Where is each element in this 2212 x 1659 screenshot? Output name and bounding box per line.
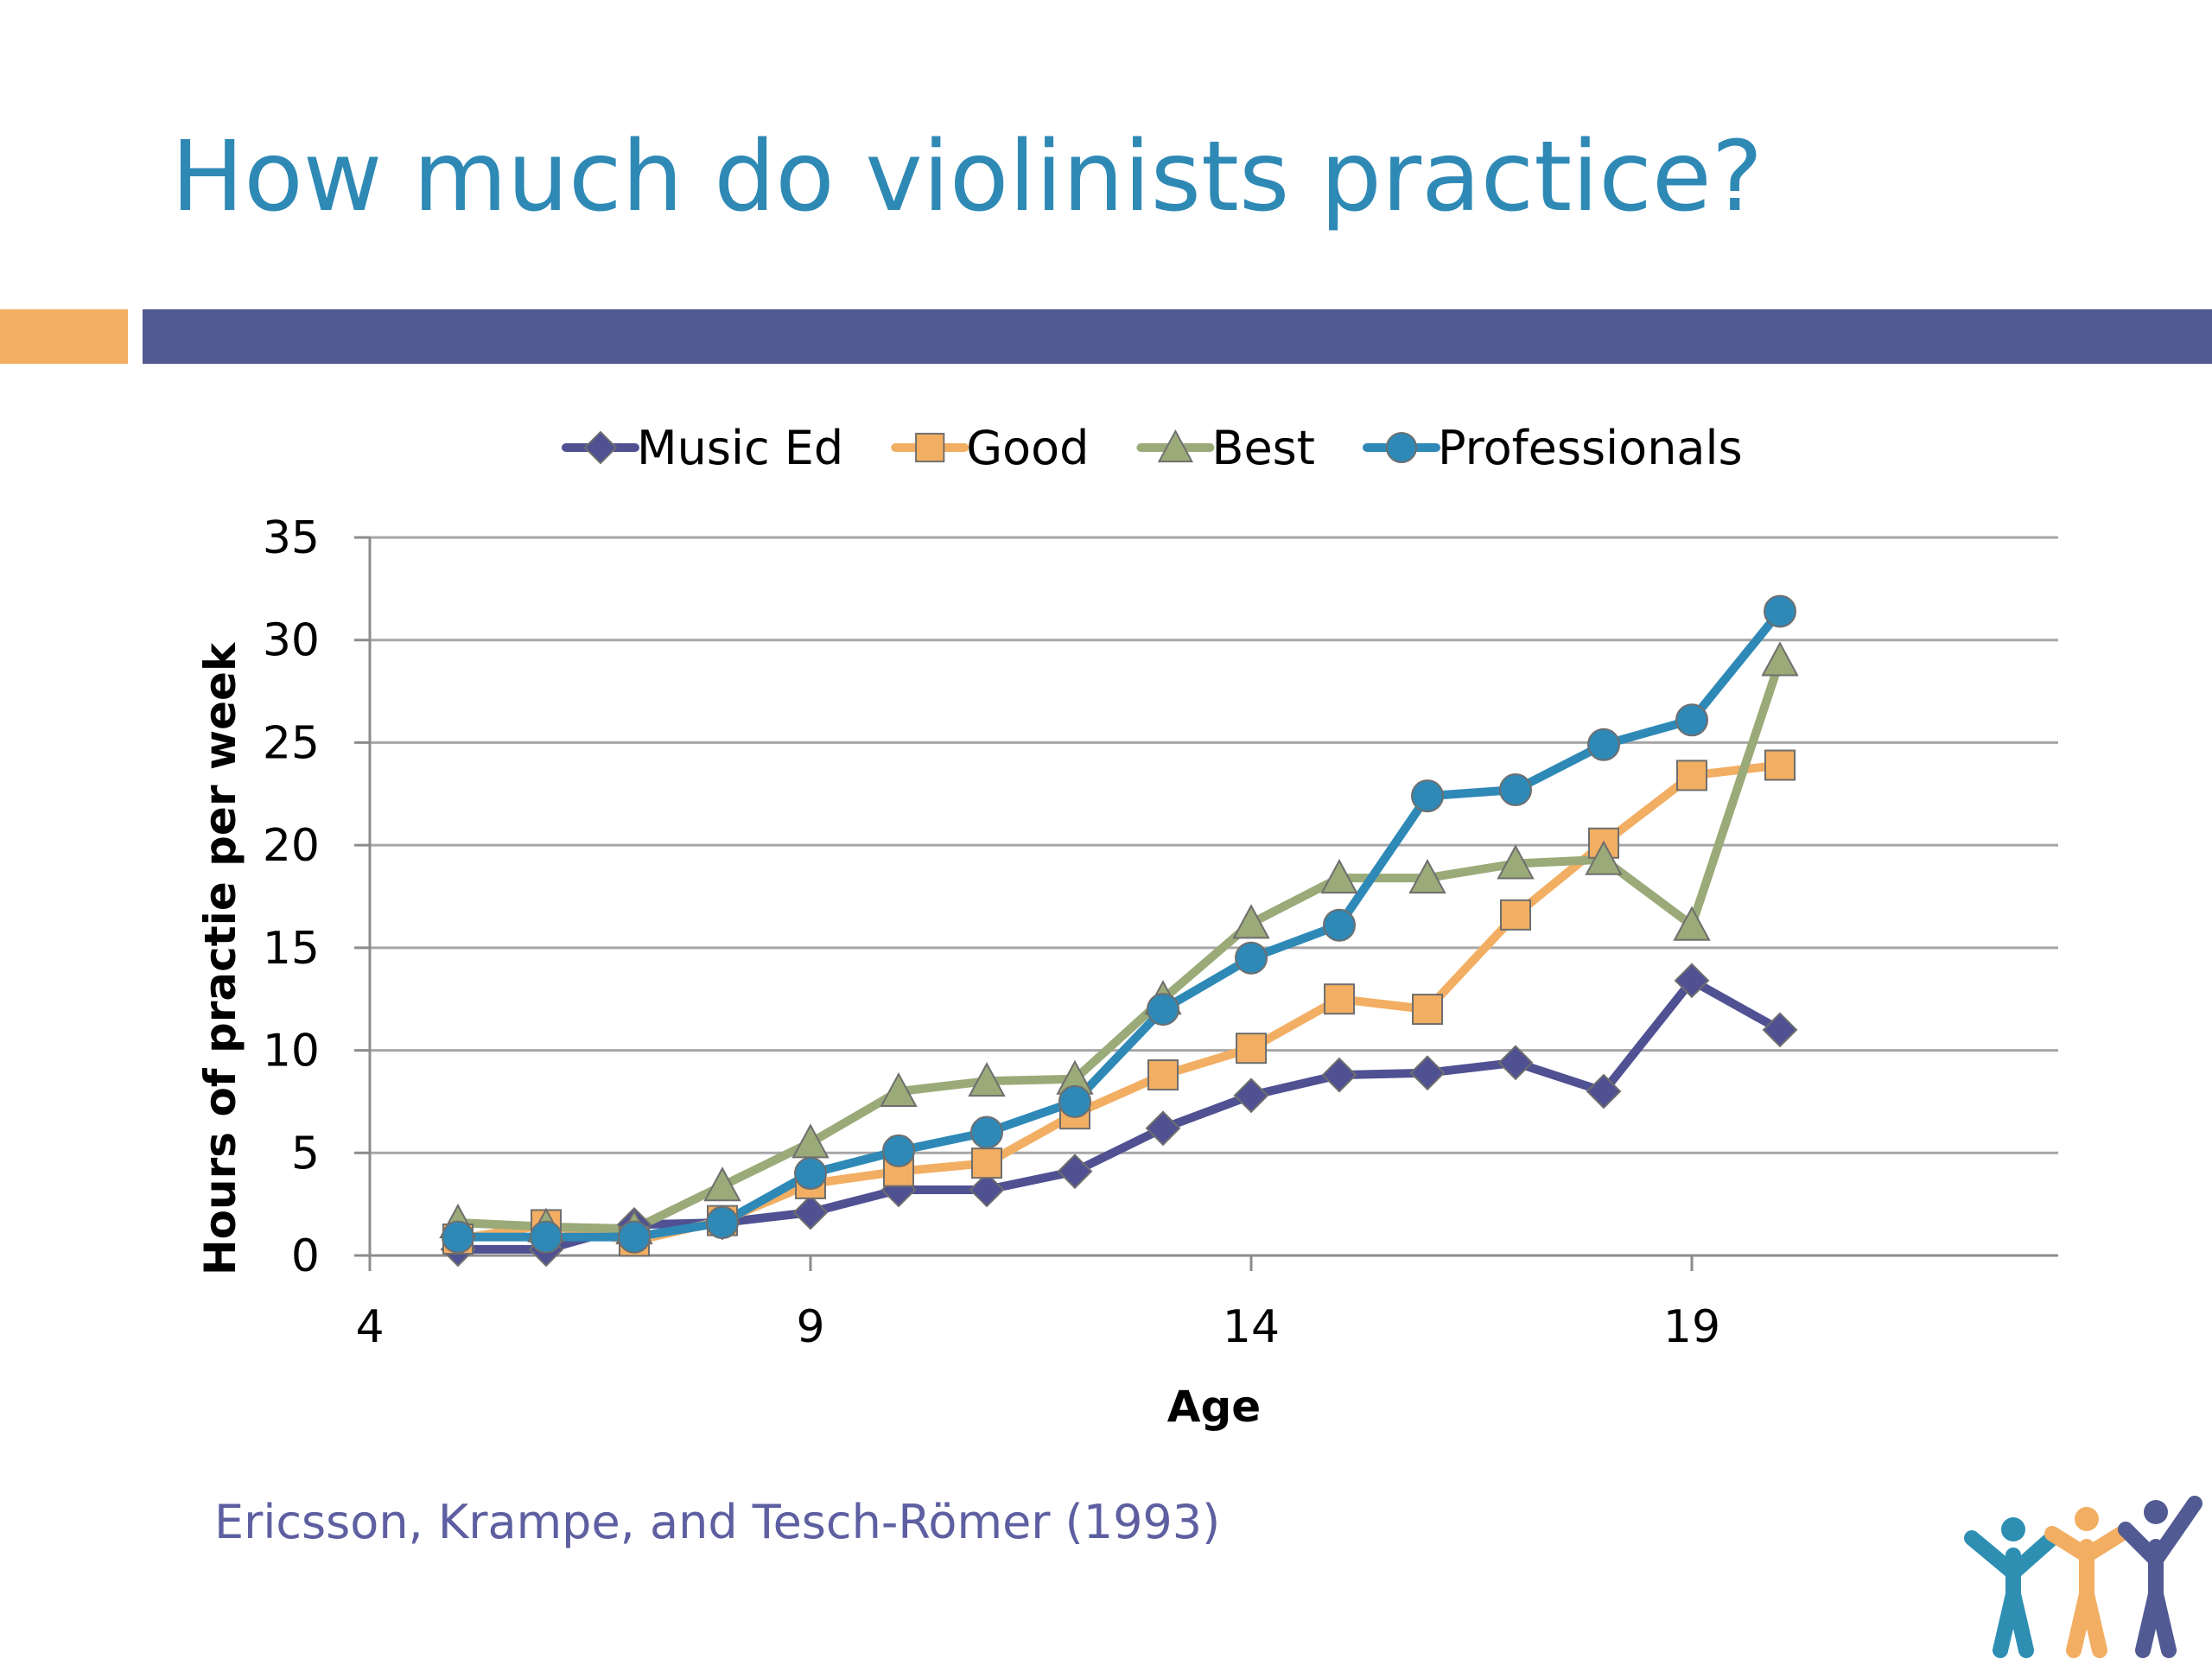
- marker-best-11: [968, 1062, 1006, 1097]
- marker-music-ed-13: [1145, 1110, 1181, 1147]
- marker-music-ed-15: [1321, 1057, 1357, 1093]
- marker-professionals-6: [530, 1220, 563, 1254]
- marker-music-ed-9: [792, 1194, 829, 1230]
- y-tick-label-20: 20: [263, 820, 320, 872]
- slide-title: How much do violinists practice?: [171, 121, 1764, 233]
- marker-good-15: [1324, 983, 1355, 1015]
- marker-music-ed-18: [1586, 1073, 1622, 1109]
- chart-gridlines: [370, 536, 2058, 1257]
- chart-markers: [439, 594, 1799, 1268]
- marker-best-16: [1408, 859, 1446, 894]
- marker-professionals-20: [1764, 594, 1796, 628]
- line-chart: 0 5 10 15 20 25 30 35 4 9 14 19 Music Ed Good Best Pro…: [195, 421, 2058, 1432]
- marker-good-11: [971, 1147, 1002, 1179]
- marker-best-10: [880, 1071, 918, 1108]
- marker-professionals-11: [970, 1116, 1003, 1149]
- series-line-professionals: [454, 607, 1784, 1242]
- accent-bar-blue: [143, 309, 2212, 364]
- y-tick-label-30: 30: [263, 615, 320, 667]
- series-line-best: [454, 656, 1784, 1234]
- legend-marker-music-ed: [583, 430, 618, 465]
- y-tick-label-25: 25: [263, 717, 320, 769]
- marker-good-13: [1147, 1059, 1179, 1091]
- legend-label-good: Good: [966, 421, 1089, 475]
- marker-professionals-17: [1499, 773, 1532, 807]
- chart-legend: Music Ed Good Best Professionals: [562, 421, 1743, 475]
- figure-orange: [2044, 1507, 2129, 1658]
- y-tick-label-0: 0: [291, 1230, 320, 1282]
- marker-good-17: [1500, 899, 1531, 931]
- marker-best-20: [1761, 641, 1799, 677]
- accent-bar-orange: [0, 309, 128, 364]
- x-tick-label-19: 19: [1663, 1301, 1720, 1353]
- marker-best-8: [703, 1166, 741, 1202]
- marker-good-19: [1676, 760, 1707, 791]
- marker-professionals-14: [1235, 941, 1268, 975]
- chart-tick-labels: 0 5 10 15 20 25 30 35 4 9 14 19: [263, 512, 1720, 1353]
- marker-best-18: [1585, 840, 1623, 875]
- marker-professionals-9: [794, 1157, 827, 1191]
- x-tick-label-9: 9: [796, 1301, 824, 1353]
- legend-marker-best: [1157, 429, 1193, 463]
- marker-professionals-15: [1323, 908, 1356, 942]
- marker-music-ed-17: [1497, 1045, 1534, 1081]
- legend-label-music-ed: Music Ed: [637, 421, 843, 475]
- marker-music-ed-12: [1057, 1154, 1093, 1190]
- marker-professionals-7: [618, 1220, 651, 1254]
- marker-best-19: [1673, 906, 1711, 941]
- marker-music-ed-19: [1674, 963, 1710, 999]
- marker-best-17: [1497, 844, 1535, 880]
- marker-professionals-13: [1147, 993, 1179, 1027]
- marker-professionals-19: [1675, 703, 1708, 737]
- marker-music-ed-16: [1409, 1055, 1446, 1091]
- legend-label-best: Best: [1211, 421, 1315, 475]
- chart-series-lines: [454, 607, 1784, 1254]
- chart-axes: [354, 536, 2058, 1271]
- marker-professionals-16: [1411, 779, 1444, 813]
- x-tick-label-4: 4: [355, 1301, 384, 1353]
- marker-best-9: [791, 1123, 830, 1159]
- people-logo: [1964, 1496, 2202, 1658]
- figure-teal: [1964, 1517, 2060, 1658]
- marker-good-14: [1236, 1033, 1267, 1065]
- series-line-good: [454, 760, 1784, 1246]
- marker-good-16: [1412, 994, 1443, 1026]
- legend-marker-professionals: [1385, 431, 1418, 464]
- figure-navy: [2118, 1496, 2202, 1658]
- y-tick-label-15: 15: [263, 923, 320, 975]
- x-axis-label: Age: [1167, 1382, 1261, 1432]
- marker-professionals-5: [442, 1220, 474, 1254]
- legend-marker-good: [915, 432, 945, 463]
- series-line-music-ed: [454, 976, 1784, 1254]
- x-tick-label-14: 14: [1223, 1301, 1280, 1353]
- legend-label-professionals: Professionals: [1438, 421, 1743, 475]
- y-tick-label-35: 35: [263, 512, 320, 564]
- marker-music-ed-20: [1762, 1012, 1798, 1048]
- marker-music-ed-11: [969, 1172, 1005, 1208]
- marker-good-20: [1764, 749, 1796, 781]
- y-tick-label-10: 10: [263, 1026, 320, 1077]
- y-tick-label-5: 5: [291, 1128, 320, 1179]
- y-axis-label: Hours of practie per week: [195, 641, 245, 1275]
- marker-best-14: [1232, 904, 1270, 939]
- marker-professionals-8: [706, 1206, 739, 1240]
- marker-professionals-18: [1587, 728, 1620, 761]
- marker-music-ed-14: [1233, 1077, 1269, 1114]
- marker-professionals-12: [1058, 1084, 1091, 1118]
- marker-best-15: [1320, 859, 1358, 894]
- citation: Ericsson, Krampe, and Tesch-Römer (1993): [214, 1495, 1221, 1549]
- marker-professionals-10: [882, 1134, 915, 1167]
